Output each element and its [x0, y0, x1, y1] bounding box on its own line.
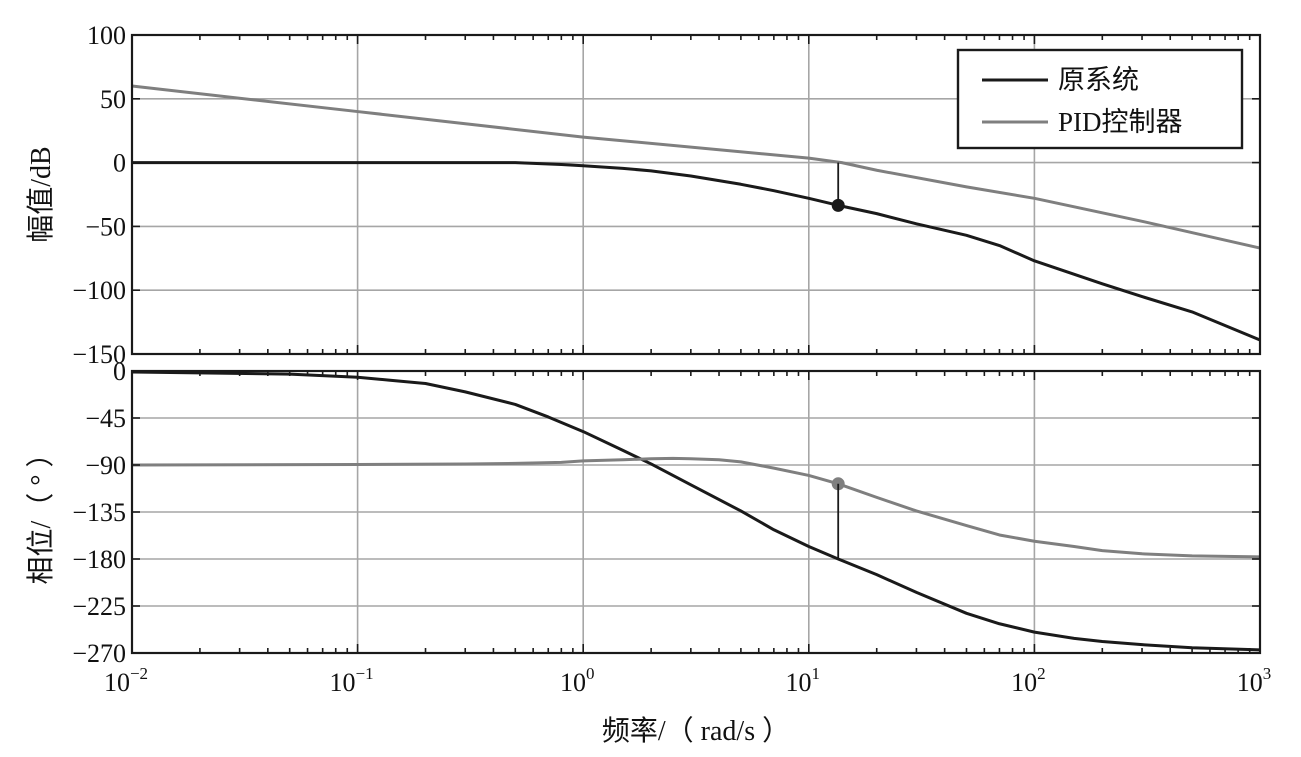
x-tick-label-exponent: 2	[1037, 664, 1046, 683]
phase-series-line-2	[131, 456, 1261, 559]
magnitude-axes-frame	[130, 33, 1262, 356]
y-tick-label: −45	[85, 404, 126, 433]
y-tick-label: −50	[85, 212, 126, 241]
y-tick-label: −270	[72, 639, 126, 668]
y-tick-label: −100	[72, 276, 126, 305]
x-tick-label-base: 10	[1011, 668, 1037, 697]
phase-axes-frame	[130, 369, 1262, 655]
x-tick-label: 101	[786, 664, 821, 697]
y-tick-label: −180	[72, 545, 126, 574]
phase-series-line-1	[131, 370, 1261, 652]
y-tick-label: −135	[72, 498, 126, 527]
x-tick-label: 103	[1237, 664, 1272, 697]
x-tick-label: 102	[1011, 664, 1046, 697]
x-tick-label-exponent: 1	[812, 664, 821, 683]
x-tick-label-exponent: 3	[1263, 664, 1272, 683]
phase-y-axis-label: 相位/（ ° ）	[25, 440, 57, 585]
phase-x-axis-label: 频率/（ rad/s ）	[602, 715, 790, 747]
y-tick-label: 50	[100, 85, 126, 114]
x-tick-label-base: 10	[786, 668, 812, 697]
x-tick-label: 10−2	[104, 664, 148, 697]
magnitude-panel: 100 50 0 −50 −100 −150 幅值/dB 原系统 PID控制器	[25, 21, 1262, 369]
x-tick-label-base: 10	[104, 668, 130, 697]
x-tick-label-base: 10	[560, 668, 586, 697]
x-tick-label-exponent: −1	[356, 664, 374, 683]
x-tick-label-exponent: 0	[586, 664, 595, 683]
legend-label-2: PID控制器	[1058, 107, 1183, 137]
x-tick-label-base: 10	[1237, 668, 1263, 697]
y-tick-label: 100	[87, 21, 126, 50]
magnitude-y-axis-label: 幅值/dB	[25, 146, 57, 242]
legend-label-1: 原系统	[1058, 65, 1139, 95]
y-tick-label: 0	[113, 357, 126, 386]
phase-grid	[132, 371, 1260, 653]
x-tick-label: 100	[560, 664, 595, 697]
y-tick-label: 0	[113, 149, 126, 178]
legend: 原系统 PID控制器	[956, 48, 1244, 150]
x-tick-label: 10−1	[330, 664, 374, 697]
x-tick-label-exponent: −2	[130, 664, 148, 683]
x-tick-label-base: 10	[330, 668, 356, 697]
legend-box	[956, 48, 1244, 150]
y-tick-label: −150	[72, 340, 126, 369]
magnitude-series-line-2	[131, 84, 1261, 250]
y-tick-label: −90	[85, 451, 126, 480]
magnitude-series-line-1	[132, 161, 1261, 342]
y-tick-label: −225	[72, 592, 126, 621]
